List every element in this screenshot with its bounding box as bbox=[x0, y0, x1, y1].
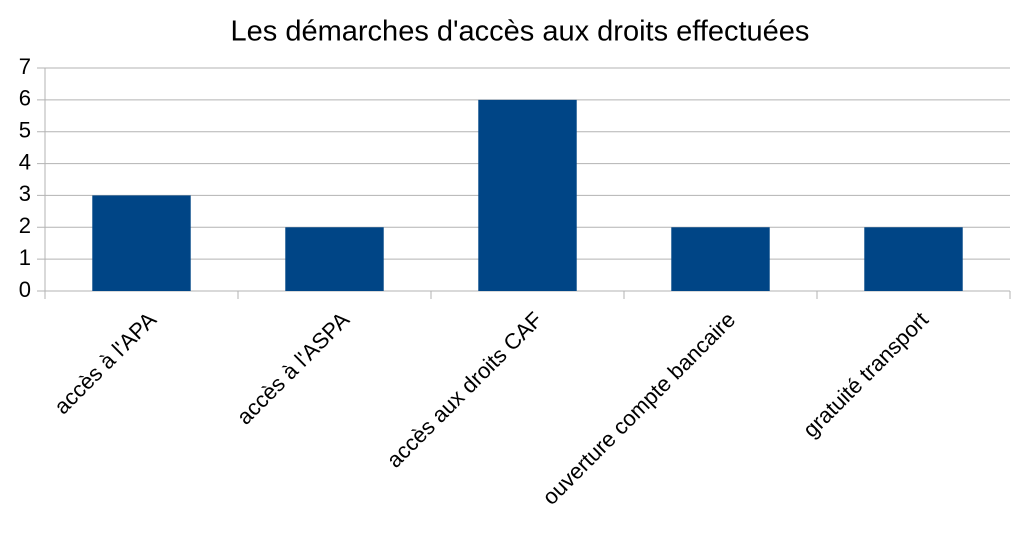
bar bbox=[864, 227, 963, 291]
x-tick-label: ouverture compte bancaire bbox=[537, 307, 740, 510]
chart-title: Les démarches d'accès aux droits effectu… bbox=[231, 16, 810, 48]
bar bbox=[671, 227, 770, 291]
y-tick-label: 6 bbox=[19, 86, 31, 111]
y-tick-label: 7 bbox=[19, 54, 31, 79]
y-tick-label: 1 bbox=[19, 245, 31, 270]
bar bbox=[478, 99, 577, 291]
y-tick-label: 0 bbox=[19, 277, 31, 302]
bar bbox=[92, 195, 191, 291]
x-tick-label: gratuité transport bbox=[798, 307, 933, 442]
x-tick-label: accès à l'ASPA bbox=[232, 307, 355, 430]
x-tick-label: accès aux droits CAF bbox=[382, 307, 548, 473]
y-tick-label: 2 bbox=[19, 213, 31, 238]
y-tick-label: 4 bbox=[19, 149, 31, 174]
y-tick-label: 5 bbox=[19, 118, 31, 143]
bar bbox=[285, 227, 384, 291]
x-tick-label: accès à l'APA bbox=[49, 307, 161, 419]
y-tick-label: 3 bbox=[19, 181, 31, 206]
